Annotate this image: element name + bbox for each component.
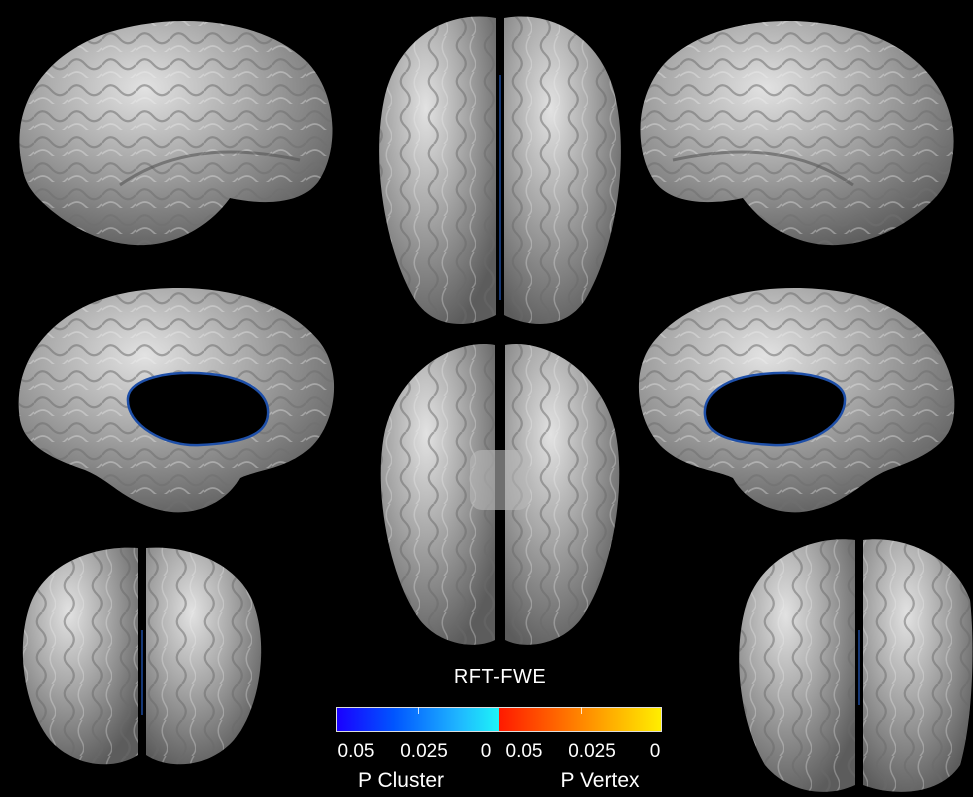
colorbar-vertex bbox=[499, 708, 661, 731]
brain-inferior bbox=[380, 344, 620, 645]
cluster-tick-label: 0.05 bbox=[337, 741, 375, 762]
brain-left-lateral bbox=[19, 20, 333, 246]
cluster-tick-label: 0.025 bbox=[400, 741, 448, 762]
colorbar bbox=[336, 707, 662, 732]
cluster-axis-label: P Cluster bbox=[358, 769, 444, 792]
colorbar-cluster bbox=[337, 708, 499, 731]
brain-posterior bbox=[739, 539, 973, 792]
colorbar-title: RFT-FWE bbox=[453, 666, 547, 688]
brain-superior bbox=[379, 16, 621, 325]
brain-right-medial bbox=[638, 288, 955, 513]
vertex-tick-label: 0.05 bbox=[505, 741, 543, 762]
brain-anterior bbox=[22, 547, 262, 765]
cluster-tick-label: 0 bbox=[480, 741, 492, 762]
colorbar-tick bbox=[418, 707, 419, 714]
colorbar-tick bbox=[581, 707, 582, 714]
vertex-tick-label: 0.025 bbox=[568, 741, 616, 762]
brain-right-lateral bbox=[640, 20, 954, 246]
vertex-axis-label: P Vertex bbox=[560, 769, 640, 792]
brain-left-medial bbox=[18, 288, 335, 513]
vertex-tick-label: 0 bbox=[649, 741, 661, 762]
